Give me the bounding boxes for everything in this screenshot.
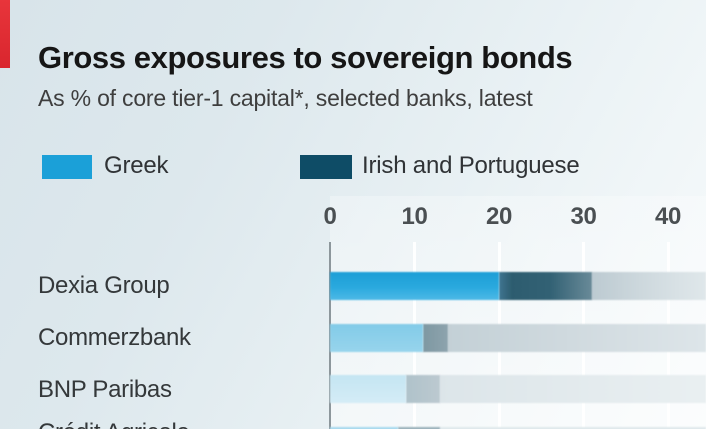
bar-segment-irish-portuguese [406, 375, 440, 403]
bar-tail [439, 375, 706, 403]
chart-subtitle: As % of core tier-1 capital*, selected b… [38, 85, 533, 111]
bar-row-dexia [330, 272, 706, 300]
bank-label-bnp-paribas: BNP Paribas [38, 375, 172, 403]
bar-segment-irish-portuguese [397, 427, 440, 429]
bar-tail [591, 272, 706, 300]
bar-segment-greek [330, 427, 398, 429]
bar-segment-greek [330, 375, 407, 403]
bar-row-bnp-paribas [330, 375, 706, 403]
bar-segment-irish-portuguese [499, 272, 592, 300]
red-accent-bar [0, 0, 10, 68]
chart-title: Gross exposures to sovereign bonds [38, 40, 573, 75]
bank-label-commerzbank: Commerzbank [38, 323, 191, 351]
bar-row-credit-agricole [330, 427, 706, 429]
bar-segment-greek [330, 323, 423, 352]
legend-label-irish-portuguese: Irish and Portuguese [362, 152, 580, 179]
x-axis-tick-0: 0 [323, 203, 337, 230]
bank-label-credit-agricole: Crédit Agricole [38, 419, 190, 429]
bar-segment-irish-portuguese [422, 323, 449, 352]
legend-swatch-irish-portuguese [300, 155, 352, 179]
bar-tail [448, 323, 706, 352]
bar-tail [439, 427, 706, 429]
x-axis-tick-40: 40 [654, 203, 682, 230]
bar-segment-greek [330, 272, 499, 300]
legend-swatch-greek [42, 155, 92, 179]
x-axis-tick-20: 20 [485, 203, 513, 230]
x-axis-tick-30: 30 [570, 203, 597, 230]
x-axis-tick-10: 10 [401, 203, 428, 230]
bank-label-dexia: Dexia Group [38, 272, 170, 299]
legend-label-greek: Greek [104, 152, 169, 179]
bar-row-commerzbank [330, 323, 706, 352]
